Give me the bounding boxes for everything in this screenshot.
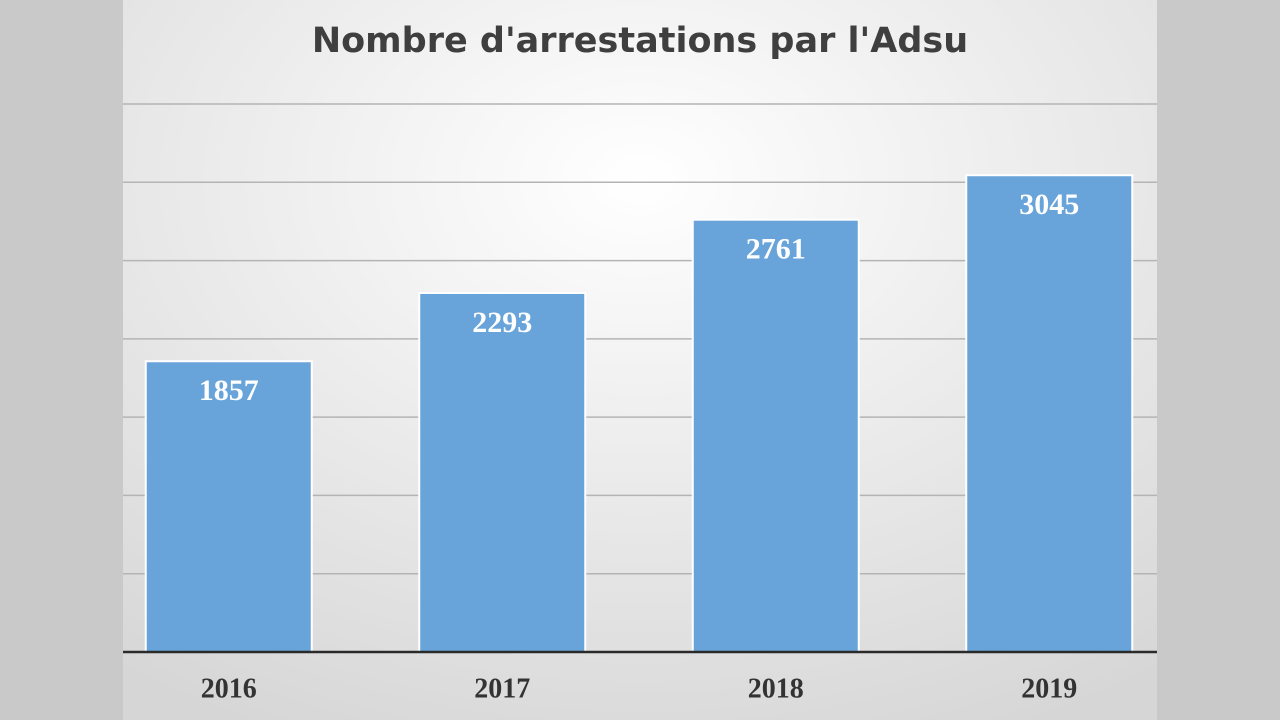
x-tick-label: 2017 (474, 673, 530, 704)
x-tick-label: 2016 (201, 673, 257, 704)
bar (965, 174, 1134, 654)
data-label: 3045 (1019, 188, 1079, 221)
chart-title: Nombre d'arrestations par l'Adsu (312, 21, 968, 61)
data-label: 1857 (199, 374, 259, 407)
bar (144, 360, 313, 653)
bar (418, 291, 587, 653)
data-label: 2293 (472, 306, 532, 339)
x-tick-label: 2018 (748, 673, 804, 704)
x-tick-label: 2019 (1021, 673, 1077, 704)
bar (691, 218, 860, 653)
data-label: 2761 (746, 233, 806, 266)
